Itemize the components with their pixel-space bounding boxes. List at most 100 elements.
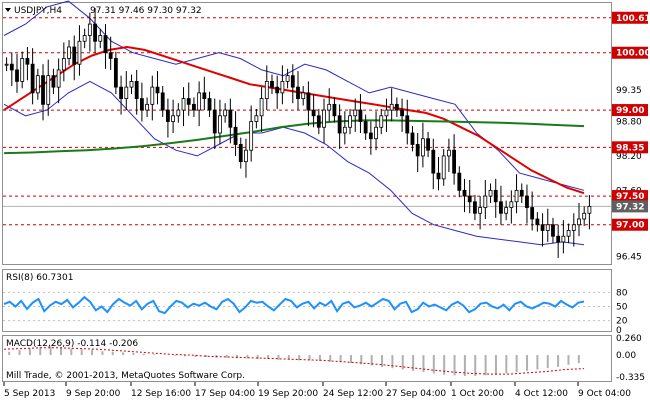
candle-body — [212, 109, 217, 134]
time-axis-label: 1 Oct 20:00 — [451, 389, 504, 399]
candle-body — [348, 115, 352, 128]
price-panel — [3, 0, 611, 258]
candle-body — [582, 212, 587, 220]
candle-body — [275, 86, 280, 94]
candle-body — [25, 58, 30, 65]
candle-body — [509, 201, 514, 208]
symbol-timeframe: USDJPY,H4 — [14, 6, 62, 16]
candle-body — [238, 144, 243, 163]
candle-body — [561, 235, 566, 243]
candle-body — [259, 98, 264, 117]
candle-body — [447, 149, 451, 157]
copyright-text: Mill Trade, © 2001-2013, MetaQuotes Soft… — [6, 371, 245, 381]
candle-body — [394, 103, 399, 111]
level-badge-label: 97.00 — [616, 221, 644, 231]
candle-body — [290, 75, 295, 88]
candle-body — [551, 224, 555, 237]
candle-body — [98, 35, 103, 42]
candle-body — [176, 109, 181, 117]
candle-body — [166, 109, 170, 122]
level-badge-label: 97.50 — [616, 192, 644, 202]
candle-body — [228, 109, 233, 128]
candle-body — [587, 205, 592, 214]
candle-body — [15, 69, 19, 82]
candle-body — [577, 218, 581, 226]
candle-body — [504, 207, 509, 214]
price-axis-tick: 96.45 — [616, 252, 642, 262]
current-price-label: 97.32 — [616, 202, 644, 212]
candle-body — [519, 189, 524, 197]
candle-body — [67, 46, 71, 59]
candle-body — [77, 40, 82, 65]
candle-body — [358, 109, 363, 122]
candle-body — [379, 115, 384, 128]
candle-body — [249, 121, 254, 151]
candle-body — [93, 23, 97, 42]
candle-body — [426, 138, 430, 151]
candle-body — [566, 230, 571, 237]
candle-body — [420, 138, 425, 157]
candle-body — [525, 195, 529, 208]
time-axis-label: 24 Sep 12:00 — [323, 389, 383, 399]
candle-body — [280, 81, 285, 94]
level-badge-label: 99.00 — [616, 106, 644, 116]
candle-body — [483, 195, 488, 208]
time-axis-label: 27 Sep 04:00 — [386, 389, 446, 399]
candle-body — [400, 109, 404, 117]
price-axis-tick: 99.35 — [616, 86, 642, 96]
candle-body — [82, 35, 87, 42]
candle-body — [374, 126, 378, 140]
candle-body — [160, 92, 165, 111]
rsi-line — [3, 295, 585, 315]
macd-axis-tick: -0.335 — [616, 373, 645, 383]
level-badge — [612, 218, 648, 231]
candle-body — [530, 207, 535, 220]
ohlc-values: 97.31 97.46 97.30 97.32 — [90, 6, 202, 16]
candle-body — [46, 75, 51, 105]
candle-body — [51, 75, 56, 88]
dropdown-triangle-icon[interactable] — [5, 8, 11, 12]
candle-body — [254, 115, 259, 122]
candle-body — [436, 172, 441, 180]
candle-body — [145, 103, 149, 111]
rsi-axis-tick: 0 — [616, 326, 622, 336]
candle-body — [285, 75, 290, 82]
candle-body — [4, 63, 9, 66]
candle-body — [389, 103, 394, 111]
candle-body — [467, 195, 472, 203]
candle-body — [223, 109, 228, 117]
level-badge-label: 100.61 — [616, 14, 650, 24]
level-badge — [612, 104, 648, 117]
current-price-badge — [612, 200, 648, 213]
price-axis-tick: 98.80 — [616, 118, 642, 128]
time-axis-label: 9 Sep 20:00 — [66, 389, 121, 399]
level-badge-label: 98.35 — [616, 143, 644, 153]
rsi-panel — [3, 291, 611, 322]
candle-body — [41, 75, 45, 105]
candle-body — [316, 115, 321, 128]
candle-body — [35, 75, 40, 94]
candle-body — [139, 98, 144, 111]
candle-body — [540, 224, 545, 231]
candle-body — [218, 115, 222, 134]
candle-body — [488, 189, 493, 197]
candle-body — [431, 149, 436, 174]
rsi-axis-tick: 80 — [616, 288, 628, 298]
candle-body — [306, 92, 311, 111]
candle-body — [556, 235, 561, 243]
candle-body — [545, 224, 550, 231]
candle-body — [150, 86, 155, 105]
candle-body — [363, 121, 368, 134]
candle-body — [311, 109, 316, 117]
candle-body — [441, 155, 446, 180]
candle-body — [244, 149, 248, 163]
candle-body — [535, 218, 540, 226]
candle-body — [171, 115, 176, 122]
level-badge — [612, 11, 648, 24]
candle-body — [181, 98, 186, 111]
candle-body — [457, 172, 462, 191]
candle-body — [20, 58, 25, 82]
candle-body — [87, 23, 92, 36]
moving-average-green-line — [3, 119, 585, 155]
